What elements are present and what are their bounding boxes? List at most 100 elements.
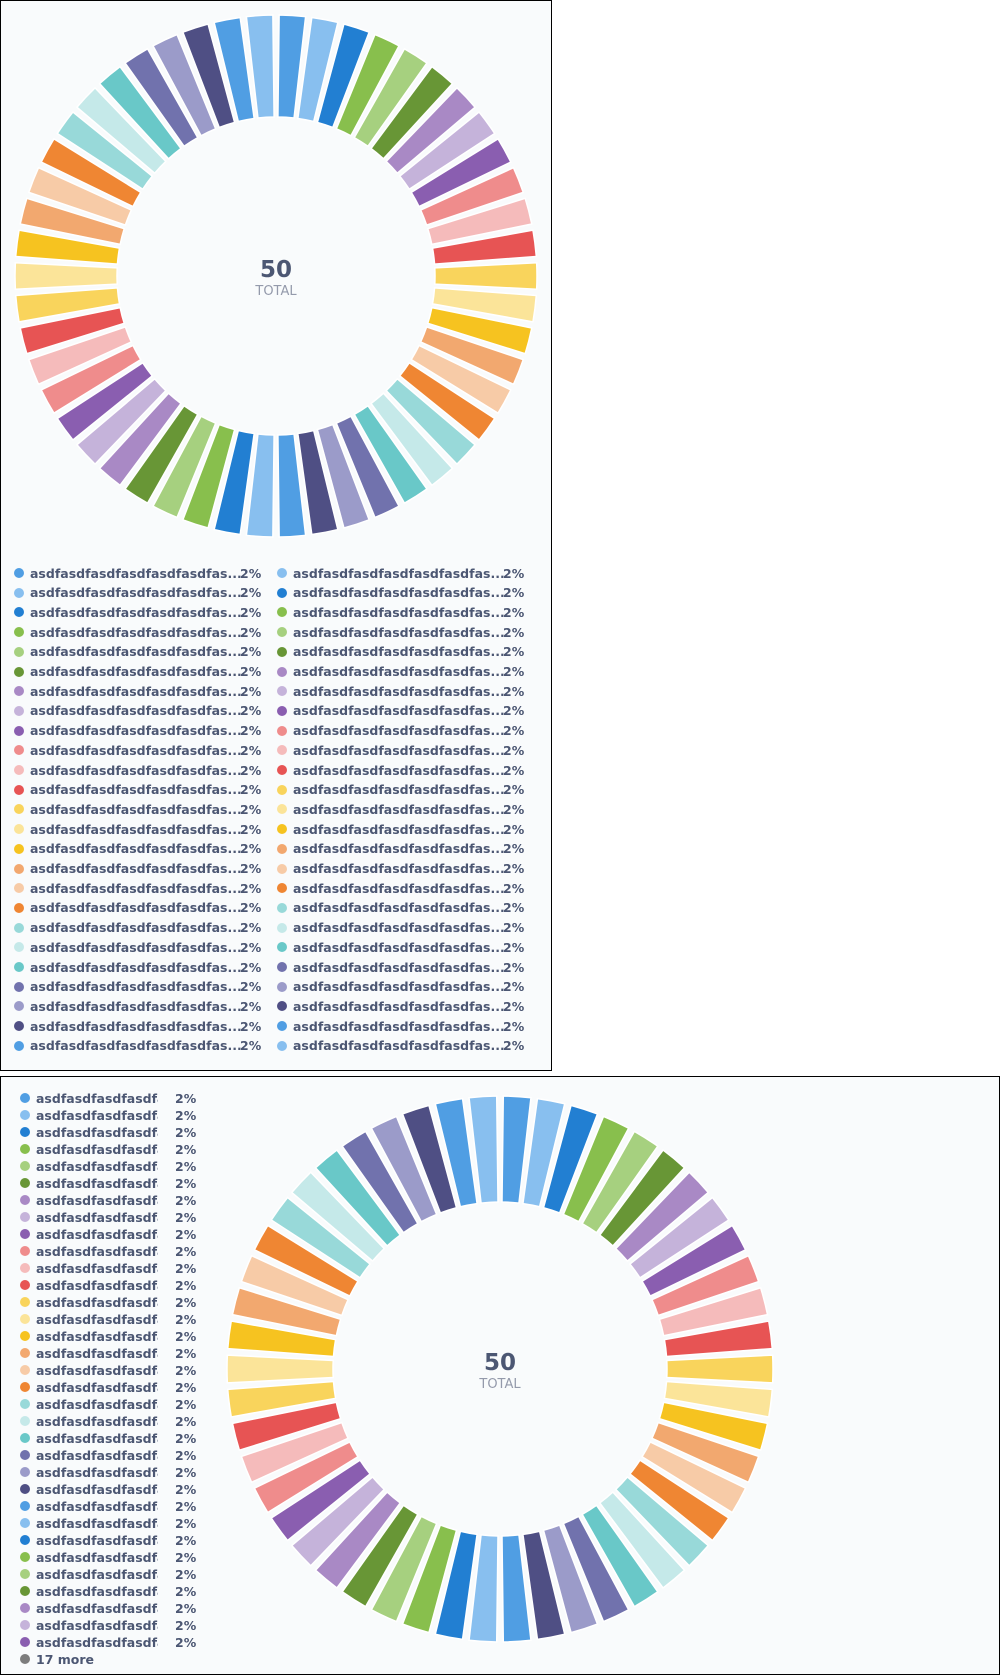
pie-slice[interactable] bbox=[290, 1475, 386, 1567]
pie-slice[interactable] bbox=[75, 377, 167, 466]
legend-item[interactable]: asdfasdfasdfasdfasdfasdfas... 2% bbox=[277, 780, 524, 800]
legend-item[interactable]: asdfasdfasdfasdfasdfasdfas... 2% bbox=[14, 642, 261, 662]
pie-slice[interactable] bbox=[240, 1254, 350, 1317]
legend-item[interactable]: asdfasdfasdfasdfasdfasdfas... 2% bbox=[277, 977, 524, 997]
pie-slice[interactable] bbox=[98, 392, 183, 487]
pie-slice[interactable] bbox=[19, 306, 126, 355]
legend-item[interactable]: asdfasdfasdfasdfasdfasdfas... 2% bbox=[277, 957, 524, 977]
legend-item[interactable]: asdfasdfasdfasdfasdfasdfas... 2% bbox=[277, 681, 524, 701]
legend-item[interactable]: asdfasdfasdfasdfasdfasdfas... 2% bbox=[277, 898, 524, 918]
pie-slice[interactable] bbox=[658, 1286, 769, 1337]
pie-slice[interactable] bbox=[401, 1524, 458, 1634]
pie-slice[interactable] bbox=[314, 1491, 402, 1589]
legend-item[interactable]: asdfasdfasdfasdfasdfasdfas... 2% bbox=[277, 602, 524, 622]
pie-slice[interactable] bbox=[270, 1459, 372, 1542]
pie-slice[interactable] bbox=[581, 1504, 659, 1608]
legend-item[interactable]: asdfasdfasdfasdfasdfasdfas... 2% bbox=[14, 701, 261, 721]
pie-slice[interactable] bbox=[152, 33, 217, 137]
pie-slice[interactable] bbox=[226, 1380, 337, 1418]
pie-slice[interactable] bbox=[270, 1196, 372, 1279]
legend-item[interactable]: asdfasdfasdfasdfasdfasdfas... 2% bbox=[14, 681, 261, 701]
legend-item[interactable]: asdfasdfasdfasdfa... 2% bbox=[20, 1156, 196, 1176]
pie-slice[interactable] bbox=[341, 1504, 419, 1608]
legend-item[interactable]: asdfasdfasdfasdfasdfasdfas... 2% bbox=[277, 583, 524, 603]
legend-item[interactable]: asdfasdfasdfasdfa... 2% bbox=[20, 1615, 196, 1635]
pie-slice[interactable] bbox=[434, 261, 538, 291]
pie-slice[interactable] bbox=[19, 197, 126, 246]
pie-slice[interactable] bbox=[581, 1130, 659, 1234]
legend-item[interactable]: asdfasdfasdfasdfasdfasdfas... 2% bbox=[14, 937, 261, 957]
legend-item[interactable]: asdfasdfasdfasdfasdfasdfas... 2% bbox=[14, 957, 261, 977]
legend-item[interactable]: asdfasdfasdfasdfa... 2% bbox=[20, 1581, 196, 1601]
legend-item[interactable]: asdfasdfasdfasdfasdfasdfas... 2% bbox=[277, 996, 524, 1016]
legend-item[interactable]: asdfasdfasdfasdfa... 2% bbox=[20, 1445, 196, 1465]
legend-item[interactable]: asdfasdfasdfasdfasdfasdfas... 2% bbox=[277, 721, 524, 741]
legend-item[interactable]: asdfasdfasdfasdfa... 2% bbox=[20, 1207, 196, 1227]
pie-slice[interactable] bbox=[75, 86, 167, 175]
legend-item[interactable]: asdfasdfasdfasdfa... 2% bbox=[20, 1122, 196, 1142]
pie-slice[interactable] bbox=[542, 1104, 599, 1214]
pie-slice[interactable] bbox=[369, 392, 454, 487]
pie-slice[interactable] bbox=[245, 433, 275, 538]
pie-slice[interactable] bbox=[542, 1524, 599, 1634]
legend-item[interactable]: asdfasdfasdfasdfasdfasdfas... 2% bbox=[14, 721, 261, 741]
legend-item[interactable]: asdfasdfasdfasdfa... 2% bbox=[20, 1530, 196, 1550]
legend-item[interactable]: asdfasdfasdfasdfa... 2% bbox=[20, 1394, 196, 1414]
pie-slice[interactable] bbox=[56, 111, 154, 191]
legend-item[interactable]: asdfasdfasdfasdfa... 2% bbox=[20, 1326, 196, 1346]
legend-item[interactable]: asdfasdfasdfasdfasdfasdfas... 2% bbox=[277, 937, 524, 957]
legend-item[interactable]: asdfasdfasdfasdfa... 2% bbox=[20, 1496, 196, 1516]
legend-item[interactable]: asdfasdfasdfasdfasdfasdfas... 2% bbox=[277, 662, 524, 682]
legend-item[interactable]: asdfasdfasdfasdfasdfasdfas... 2% bbox=[14, 799, 261, 819]
pie-slice[interactable] bbox=[419, 325, 525, 386]
legend-item[interactable]: asdfasdfasdfasdfasdfasdfas... 2% bbox=[277, 760, 524, 780]
pie-slice[interactable] bbox=[434, 1097, 478, 1208]
pie-slice[interactable] bbox=[628, 1196, 730, 1279]
legend-item[interactable]: asdfasdfasdfasdfasdfasdfas... 2% bbox=[14, 839, 261, 859]
pie-slice[interactable] bbox=[240, 1421, 350, 1484]
pie-slice[interactable] bbox=[98, 65, 183, 160]
legend-item[interactable]: asdfasdfasdfasdfa... 2% bbox=[20, 1411, 196, 1431]
pie-slice[interactable] bbox=[14, 261, 118, 291]
legend-item[interactable]: asdfasdfasdfasdfa... 2% bbox=[20, 1479, 196, 1499]
legend-item[interactable]: asdfasdfasdfasdfasdfasdfas... 2% bbox=[14, 1016, 261, 1036]
legend-item[interactable]: asdfasdfasdfasdfasdfasdfas... 2% bbox=[277, 839, 524, 859]
pie-slice[interactable] bbox=[277, 433, 307, 538]
legend-item[interactable]: asdfasdfasdfasdfasdfasdfas... 2% bbox=[14, 977, 261, 997]
pie-slice[interactable] bbox=[614, 1475, 710, 1567]
pie-slice[interactable] bbox=[253, 1440, 359, 1514]
pie-slice[interactable] bbox=[14, 287, 121, 323]
pie-slice[interactable] bbox=[56, 361, 154, 441]
pie-slice[interactable] bbox=[434, 1530, 478, 1641]
pie-slice[interactable] bbox=[152, 415, 217, 519]
pie-slice[interactable] bbox=[27, 166, 133, 227]
pie-slice[interactable] bbox=[353, 47, 428, 148]
legend-item[interactable]: asdfasdfasdfasdfa... 2% bbox=[20, 1377, 196, 1397]
pie-slice[interactable] bbox=[501, 1095, 532, 1204]
legend-item[interactable]: asdfasdfasdfasdfasdfasdfas... 2% bbox=[14, 563, 261, 583]
legend-item[interactable]: asdfasdfasdfasdfa... 2% bbox=[20, 1462, 196, 1482]
legend-item[interactable]: asdfasdfasdfasdfa... 2% bbox=[20, 1309, 196, 1329]
pie-slice[interactable] bbox=[226, 1354, 335, 1384]
pie-slice[interactable] bbox=[213, 16, 256, 123]
legend-item[interactable]: asdfasdfasdfasdfasdfasdfas... 2% bbox=[277, 701, 524, 721]
pie-slice[interactable] bbox=[663, 1380, 774, 1418]
pie-slice[interactable] bbox=[398, 111, 496, 191]
pie-slice[interactable] bbox=[650, 1254, 760, 1317]
pie-slice[interactable] bbox=[40, 137, 142, 208]
pie-slice[interactable] bbox=[562, 1515, 630, 1623]
legend-item[interactable]: 17 more bbox=[20, 1649, 158, 1669]
pie-slice[interactable] bbox=[181, 23, 236, 129]
legend-item[interactable]: asdfasdfasdfasdfasdfasdfas... 2% bbox=[14, 1036, 261, 1056]
pie-slice[interactable] bbox=[431, 229, 538, 265]
pie-slice[interactable] bbox=[231, 1286, 342, 1337]
legend-item[interactable]: asdfasdfasdfasdfasdfasdfas... 2% bbox=[14, 583, 261, 603]
legend-item[interactable]: asdfasdfasdfasdfasdfasdfas... 2% bbox=[277, 819, 524, 839]
pie-slice[interactable] bbox=[598, 1149, 686, 1247]
legend-item[interactable]: asdfasdfasdfasdfasdfasdfas... 2% bbox=[14, 780, 261, 800]
legend-item[interactable]: asdfasdfasdfasdfasdfasdfas... 2% bbox=[14, 878, 261, 898]
legend-item[interactable]: asdfasdfasdfasdfa... 2% bbox=[20, 1258, 196, 1278]
pie-slice[interactable] bbox=[316, 423, 371, 529]
pie-slice[interactable] bbox=[401, 1104, 458, 1214]
legend-item[interactable]: asdfasdfasdfasdfa... 2% bbox=[20, 1360, 196, 1380]
